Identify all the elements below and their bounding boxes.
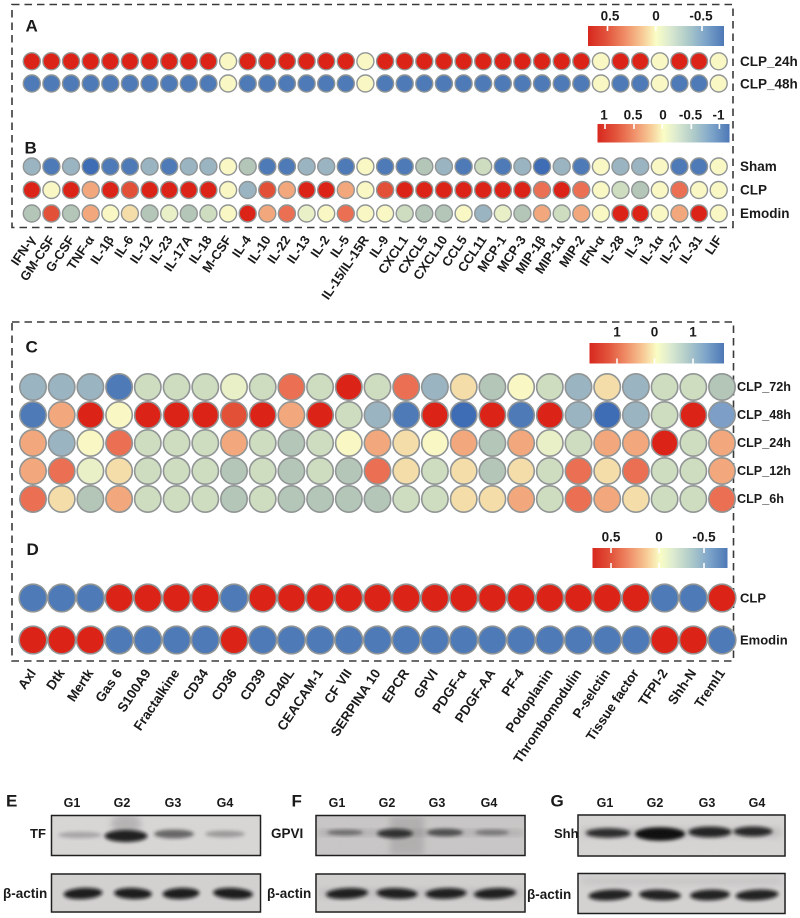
- svg-text:0: 0: [652, 8, 660, 23]
- svg-text:-1: -1: [712, 108, 724, 123]
- svg-text:Sham: Sham: [740, 159, 777, 174]
- svg-text:G: G: [551, 792, 564, 811]
- svg-text:G3: G3: [165, 796, 182, 810]
- svg-text:G2: G2: [114, 796, 131, 810]
- svg-text:G1: G1: [597, 796, 614, 810]
- svg-text:0.5: 0.5: [602, 529, 621, 544]
- svg-text:CLP: CLP: [740, 591, 766, 606]
- svg-text:0.5: 0.5: [601, 8, 620, 23]
- svg-text:G3: G3: [429, 796, 446, 810]
- svg-text:C: C: [26, 338, 38, 357]
- svg-text:Emodin: Emodin: [740, 206, 790, 221]
- svg-text:A: A: [26, 17, 38, 36]
- svg-text:0: 0: [651, 325, 659, 340]
- svg-text:GPVI: GPVI: [271, 826, 303, 841]
- svg-text:CLP_48h: CLP_48h: [740, 77, 798, 92]
- svg-text:1: 1: [613, 325, 621, 340]
- svg-text:F: F: [292, 792, 302, 811]
- svg-text:G2: G2: [647, 796, 664, 810]
- svg-text:CLP_72h: CLP_72h: [737, 380, 791, 394]
- svg-text:1: 1: [689, 325, 697, 340]
- svg-text:G4: G4: [749, 796, 766, 810]
- svg-text:-0.5: -0.5: [689, 8, 713, 23]
- svg-text:CLP_24h: CLP_24h: [740, 54, 798, 69]
- svg-text:β-actin: β-actin: [3, 886, 47, 901]
- svg-text:G2: G2: [379, 796, 396, 810]
- svg-text:0: 0: [655, 529, 663, 544]
- svg-text:0: 0: [659, 108, 667, 123]
- svg-text:G4: G4: [217, 796, 234, 810]
- svg-text:E: E: [6, 792, 17, 811]
- svg-text:0.5: 0.5: [624, 108, 643, 123]
- svg-text:CLP: CLP: [740, 183, 767, 198]
- svg-text:Emodin: Emodin: [740, 633, 788, 648]
- svg-text:1: 1: [600, 108, 608, 123]
- svg-text:CLP_12h: CLP_12h: [737, 464, 791, 478]
- svg-text:G3: G3: [699, 796, 716, 810]
- svg-text:CLP_24h: CLP_24h: [737, 436, 791, 450]
- svg-text:Shh: Shh: [554, 826, 579, 841]
- svg-text:CLP_48h: CLP_48h: [737, 408, 791, 422]
- svg-text:G1: G1: [329, 796, 346, 810]
- svg-text:B: B: [25, 139, 37, 158]
- svg-text:-0.5: -0.5: [692, 529, 716, 544]
- svg-text:G1: G1: [64, 796, 81, 810]
- svg-text:β-actin: β-actin: [527, 887, 571, 902]
- svg-text:G4: G4: [481, 796, 498, 810]
- svg-text:β-actin: β-actin: [267, 886, 311, 901]
- svg-text:CLP_6h: CLP_6h: [737, 492, 784, 506]
- svg-text:-0.5: -0.5: [679, 108, 703, 123]
- svg-text:TF: TF: [30, 826, 46, 841]
- svg-text:D: D: [27, 540, 39, 559]
